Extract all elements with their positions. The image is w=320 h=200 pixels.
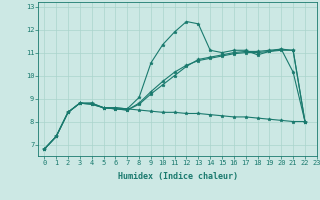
X-axis label: Humidex (Indice chaleur): Humidex (Indice chaleur) bbox=[118, 172, 238, 181]
